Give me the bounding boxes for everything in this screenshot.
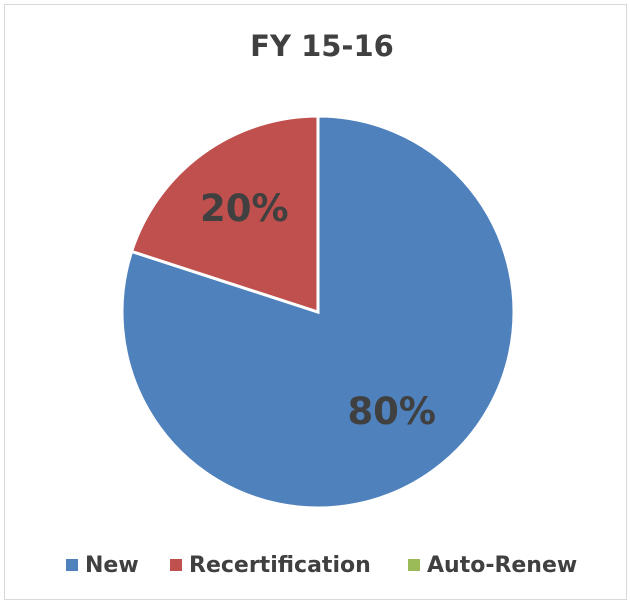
legend-swatch [408,559,420,571]
legend-swatch [66,559,78,571]
legend-label: Auto-Renew [427,553,577,578]
legend-label: Recertification [189,553,371,578]
chart-title: FY 15-16 [250,29,394,63]
data-label: 80% [347,390,436,433]
data-label: 20% [200,187,289,230]
pie-slice [129,114,320,315]
legend-swatch [170,559,182,571]
legend-label: New [85,553,139,578]
